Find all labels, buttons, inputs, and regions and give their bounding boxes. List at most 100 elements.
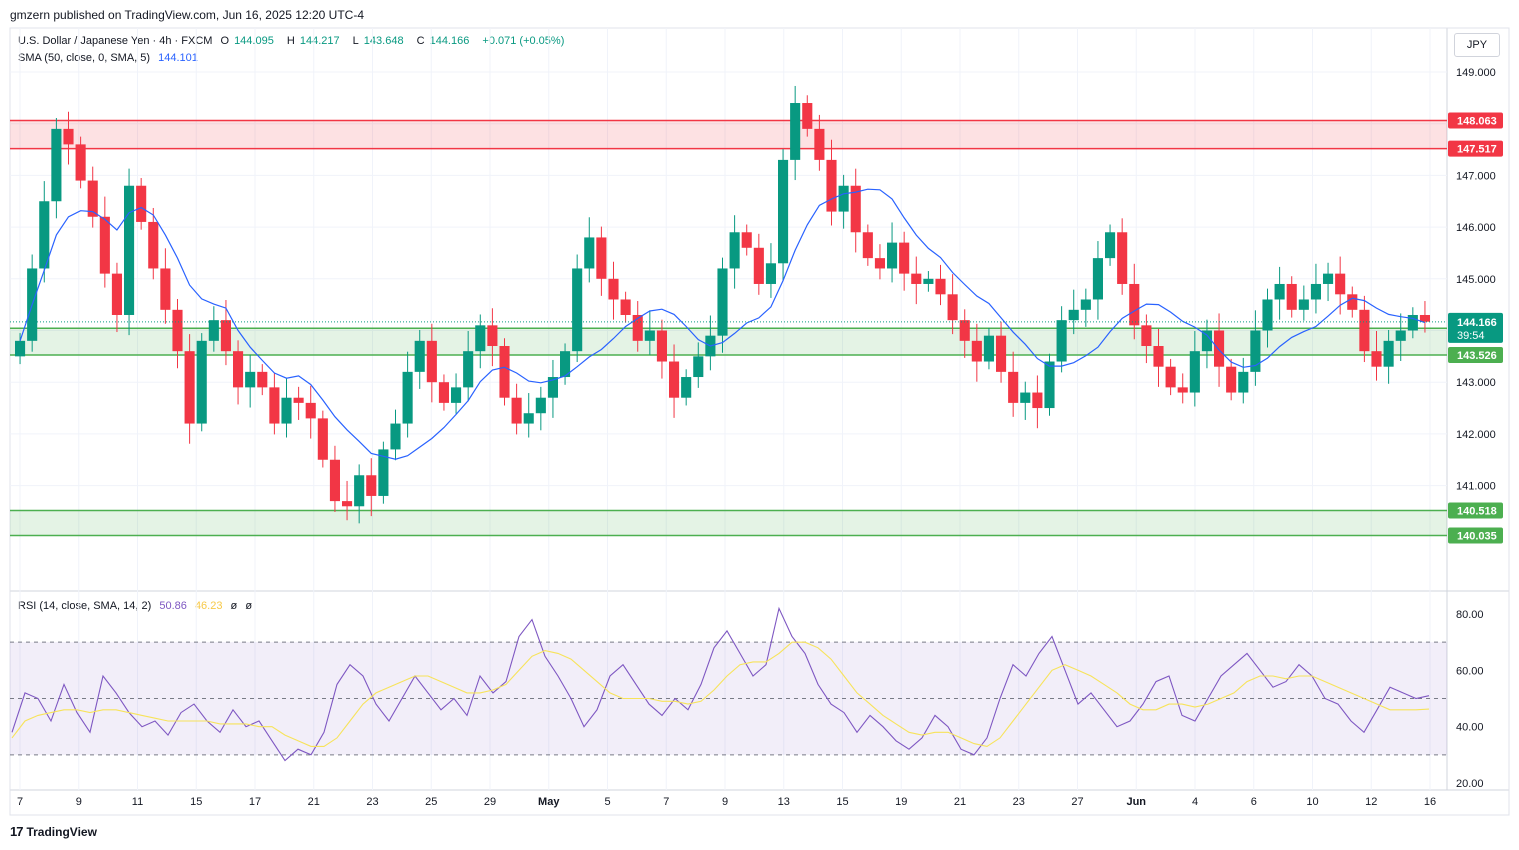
candle-body: [463, 351, 474, 388]
candle-body: [172, 309, 183, 352]
rsi-ma-value: 46.23: [194, 600, 223, 612]
candle-body: [233, 351, 244, 388]
candle-body: [1068, 309, 1079, 321]
candle-body: [1335, 273, 1346, 295]
candle-body: [220, 320, 231, 352]
close-label: C: [416, 35, 425, 47]
candle-body: [1177, 387, 1188, 393]
zone-price-label: 140.518: [1457, 506, 1497, 518]
zone-price-label: 147.517: [1457, 144, 1497, 156]
time-tick-label: May: [538, 796, 560, 808]
candle-body: [681, 377, 692, 398]
zone-green-2: [10, 510, 1447, 536]
candle-body: [1323, 273, 1334, 284]
candle-body: [560, 351, 571, 378]
candle-body: [1214, 330, 1225, 367]
candle-body: [1395, 330, 1406, 341]
candle-body: [317, 418, 328, 460]
time-tick-label: 10: [1306, 796, 1318, 808]
candle-body: [693, 356, 704, 378]
rsi-extra-1: ø: [230, 600, 238, 612]
candle-body: [124, 185, 135, 315]
candle-body: [269, 387, 280, 424]
candle-body: [1117, 232, 1128, 284]
candle-body: [51, 128, 62, 202]
candle-body: [717, 268, 728, 336]
rsi-tick-label: 60.00: [1456, 665, 1484, 677]
candle-body: [1383, 340, 1394, 367]
candle-body: [1080, 299, 1091, 310]
candle-body: [1141, 325, 1152, 347]
candle-body: [620, 299, 631, 315]
candle-body: [971, 340, 982, 362]
candle-body: [1008, 371, 1019, 403]
last-price-badge: [1448, 312, 1503, 343]
candle-body: [644, 330, 655, 341]
candle-body: [75, 144, 86, 181]
rsi-tick-label: 80.00: [1456, 609, 1484, 621]
candle-body: [378, 449, 389, 496]
low-value: 143.648: [363, 35, 404, 47]
candle-body: [547, 377, 558, 398]
open-value: 144.095: [234, 35, 274, 47]
candle-body: [196, 340, 207, 424]
candle-body: [414, 340, 425, 372]
high-value: 144.217: [299, 35, 340, 47]
candle-body: [1189, 351, 1200, 393]
rsi-line: [11, 606, 1430, 762]
candle-body: [354, 475, 365, 507]
candle-body: [899, 242, 910, 274]
candle-body: [1238, 371, 1249, 393]
candle-body: [1347, 294, 1358, 310]
open-label: O: [220, 35, 230, 47]
low-label: L: [352, 35, 359, 47]
tradingview-logo[interactable]: 17 TradingView: [10, 824, 97, 839]
candle-body: [1250, 330, 1261, 372]
candle-body: [1105, 232, 1116, 259]
candle-body: [947, 294, 958, 321]
candle-body: [136, 185, 147, 222]
rsi-value: 50.86: [159, 600, 187, 612]
time-tick-label: 4: [1192, 796, 1198, 808]
candle-body: [390, 423, 401, 450]
symbol-name[interactable]: U.S. Dollar / Japanese Yen · 4h · FXCM: [18, 35, 213, 47]
time-tick-label: 27: [1071, 796, 1083, 808]
candle-body: [1020, 392, 1031, 403]
countdown-label: 39:54: [1457, 330, 1485, 342]
candle-body: [1286, 283, 1297, 310]
rsi-legend[interactable]: RSI (14, close, SMA, 14, 2) 50.86 46.23 …: [18, 600, 257, 612]
candle-body: [99, 216, 110, 274]
close-value: 144.166: [429, 35, 470, 47]
candle-body: [996, 335, 1007, 372]
time-tick-label: 9: [76, 796, 82, 808]
candle-body: [402, 371, 413, 424]
currency-button[interactable]: JPY: [1454, 33, 1500, 57]
candle-body: [1044, 361, 1055, 409]
candle-body: [499, 346, 510, 398]
candle-body: [281, 397, 292, 424]
candle-body: [778, 159, 789, 264]
price-tick-label: 146.000: [1456, 222, 1496, 234]
last-price-label: 144.166: [1457, 317, 1497, 329]
candle-body: [1165, 366, 1176, 388]
candle-body: [451, 387, 462, 403]
candle-body: [111, 273, 122, 315]
zone-price-label: 140.035: [1457, 530, 1497, 542]
candle-body: [935, 278, 946, 295]
candle-body: [632, 314, 643, 341]
time-tick-label: Jun: [1126, 796, 1146, 808]
candle-body: [1262, 299, 1273, 331]
rsi-band-fill: [10, 642, 1447, 755]
tradingview-brand: TradingView: [26, 824, 97, 839]
zone-price-label: 143.526: [1457, 350, 1497, 362]
candle-body: [1371, 351, 1382, 367]
sma-legend[interactable]: SMA (50, close, 0, SMA, 5) 144.101: [18, 52, 203, 64]
time-tick-label: 15: [836, 796, 848, 808]
candle-body: [1359, 309, 1370, 352]
time-tick-label: 17: [249, 796, 261, 808]
candle-body: [1032, 392, 1043, 409]
candle-body: [826, 159, 837, 212]
candle-body: [87, 180, 98, 217]
candle-body: [148, 221, 159, 269]
